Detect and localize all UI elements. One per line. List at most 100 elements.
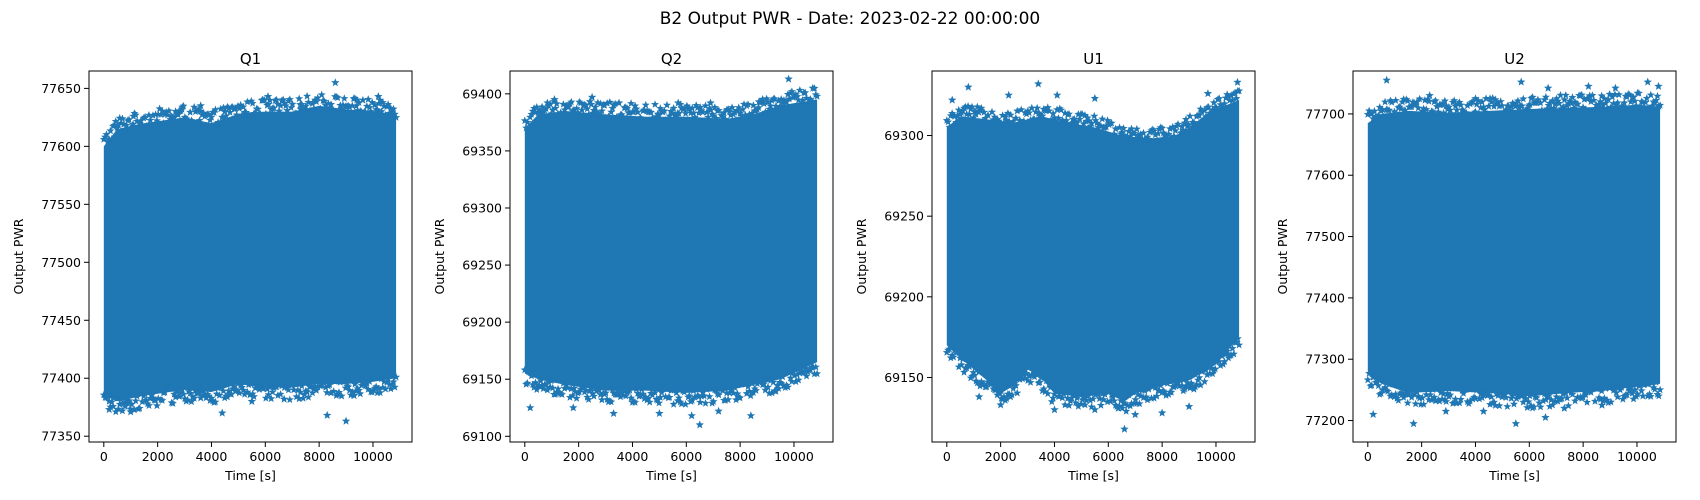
- data-point: [1565, 385, 1574, 394]
- data-point: [617, 389, 626, 398]
- data-point: [223, 392, 232, 401]
- data-point: [1200, 377, 1209, 385]
- data-point: [119, 399, 128, 407]
- outlier-point: [1382, 75, 1391, 84]
- data-point: [114, 121, 123, 129]
- data-point: [721, 115, 730, 123]
- outlier-point: [714, 406, 723, 415]
- data-point: [174, 110, 183, 119]
- data-point: [1067, 119, 1076, 127]
- outlier-point: [614, 98, 624, 107]
- data-point: [577, 105, 586, 114]
- dense-point-cloud: [524, 99, 818, 393]
- data-point: [1001, 112, 1010, 121]
- outlier-point: [1425, 91, 1434, 100]
- data-point: [382, 378, 391, 386]
- data-point: [103, 392, 112, 400]
- data-point: [275, 106, 284, 115]
- data-point: [1232, 94, 1241, 102]
- data-point: [1603, 104, 1611, 113]
- data-point: [1217, 103, 1226, 111]
- data-point: [1049, 109, 1058, 118]
- data-point: [1399, 393, 1408, 401]
- data-point: [107, 134, 116, 143]
- data-point: [130, 405, 139, 414]
- y-tick-label: 69300: [884, 128, 924, 143]
- data-point: [276, 101, 285, 109]
- data-point: [668, 109, 677, 117]
- data-point: [1123, 132, 1132, 141]
- data-point: [272, 382, 281, 391]
- data-point: [653, 396, 662, 404]
- data-point: [1152, 392, 1161, 400]
- data-point: [520, 365, 529, 374]
- data-point: [779, 96, 788, 104]
- x-axis-label: Time [s]: [645, 468, 697, 483]
- data-point: [307, 382, 316, 390]
- data-point: [1646, 392, 1655, 400]
- dense-point-cloud: [1367, 104, 1661, 396]
- data-point: [1057, 387, 1066, 395]
- outlier-point: [569, 403, 578, 412]
- data-point: [1612, 388, 1621, 397]
- data-point: [546, 382, 554, 391]
- data-point: [690, 393, 699, 401]
- data-point: [607, 107, 616, 116]
- outlier-point: [655, 409, 664, 417]
- data-point: [150, 120, 159, 129]
- subplot-q2: 0 2000 4000 6000 8000 10000 69100 69150 69200 692…: [432, 50, 834, 483]
- data-point: [377, 374, 386, 383]
- data-point: [323, 105, 331, 113]
- data-point: [968, 102, 976, 111]
- outlier-point: [1090, 94, 1099, 102]
- data-point: [1140, 386, 1149, 395]
- data-point: [1377, 389, 1386, 397]
- data-point: [998, 111, 1007, 119]
- data-point: [1597, 386, 1606, 395]
- data-point: [1560, 95, 1569, 104]
- data-point: [1628, 389, 1637, 397]
- dense-point-cloud: [946, 100, 1240, 401]
- data-point: [1079, 119, 1088, 128]
- data-point: [121, 125, 130, 134]
- data-point: [1596, 395, 1605, 403]
- x-tick-label: 4000: [1039, 449, 1071, 464]
- data-point: [748, 379, 756, 387]
- data-point: [1124, 127, 1133, 135]
- data-point: [567, 97, 576, 106]
- data-point: [331, 377, 339, 385]
- data-point: [264, 390, 273, 399]
- data-point: [789, 368, 798, 376]
- data-point: [1571, 98, 1580, 106]
- data-point: [1038, 111, 1047, 120]
- data-point: [175, 392, 184, 400]
- data-point: [1370, 372, 1379, 380]
- data-point: [158, 396, 167, 404]
- data-point: [1502, 393, 1510, 401]
- data-point: [1519, 94, 1528, 103]
- data-point: [603, 395, 612, 403]
- data-point: [1191, 121, 1200, 130]
- data-point: [1061, 108, 1070, 117]
- data-point: [358, 96, 367, 104]
- y-tick-label: 69350: [462, 143, 502, 158]
- data-point: [204, 110, 213, 118]
- data-point: [384, 100, 393, 108]
- data-point: [1494, 99, 1502, 107]
- data-point: [690, 113, 699, 121]
- data-point: [1573, 99, 1582, 108]
- data-point: [389, 377, 398, 386]
- data-point: [1150, 126, 1159, 135]
- data-point: [1585, 385, 1594, 394]
- data-point: [729, 388, 738, 397]
- data-point: [1393, 110, 1401, 119]
- data-point: [685, 391, 694, 400]
- data-point: [137, 116, 145, 125]
- data-point: [1543, 104, 1552, 113]
- data-point: [546, 99, 554, 108]
- data-point: [1442, 101, 1451, 110]
- data-point: [163, 110, 172, 119]
- data-point: [1488, 94, 1497, 102]
- x-tick-label: 6000: [249, 449, 281, 464]
- data-point: [1156, 381, 1165, 389]
